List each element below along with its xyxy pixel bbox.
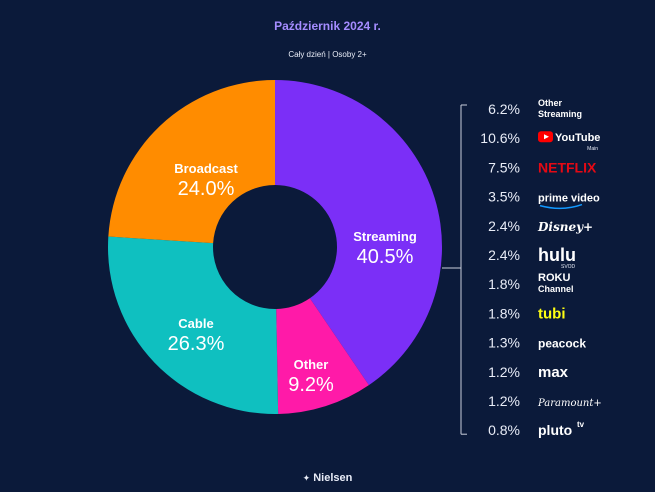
logo-tubi: tubi [538,305,566,322]
breakdown-value-max: 1.2% [488,364,520,380]
slice-value-streaming: 40.5% [357,246,414,268]
slice-label-other: Other [294,357,329,372]
logo-other-streaming-line2: Streaming [538,109,582,119]
footer-brand: ✦ Nielsen [0,472,655,484]
breakdown-value-youtube-main: 10.6% [480,130,520,146]
logo-hulu-sub: SVOD [561,264,576,270]
chart-title: Październik 2024 r. [274,19,381,33]
logo-paramount: Paramount+ [537,398,602,409]
breakdown-value-other-streaming: 6.2% [488,101,520,117]
chart-subtitle: Cały dzień | Osoby 2+ [288,50,367,59]
logo-roku-channel-line1: ROKU [538,272,570,284]
logo-netflix: NETFLIX [538,159,597,175]
slice-value-cable: 26.3% [168,333,225,355]
slice-label-broadcast: Broadcast [174,161,238,176]
slice-broadcast [108,80,276,244]
breakdown-value-paramount: 1.2% [488,393,520,409]
footer-brand-label: Nielsen [313,472,353,484]
logo-pluto: pluto [538,422,572,438]
youtube-play-icon [544,134,549,140]
logo-other-streaming-line1: Other [538,98,563,108]
prime-smile-icon [539,203,583,210]
breakdown-value-hulu-svod: 2.4% [488,247,520,263]
breakdown-value-prime-video: 3.5% [488,189,520,205]
logo-youtube-sub: Main [587,146,598,152]
slice-label-streaming: Streaming [353,229,417,244]
logo-max: max [538,364,569,381]
slice-value-broadcast: 24.0% [178,178,235,200]
slice-other [276,298,369,414]
breakdown-value-disney: 2.4% [488,218,520,234]
logo-peacock: peacock [538,337,586,351]
breakdown-value-pluto-tv: 0.8% [488,422,520,438]
slice-label-cable: Cable [178,316,213,331]
breakdown-value-tubi: 1.8% [488,305,520,321]
logo-pluto-sup: tv [577,420,585,429]
logo-roku-channel-line2: Channel [538,284,574,294]
slice-value-other: 9.2% [288,374,334,396]
logo-prime-video: prime video [538,193,600,205]
logo-hulu: hulu [538,245,576,265]
breakdown-value-peacock: 1.3% [488,335,520,351]
slice-streaming [275,80,443,386]
logo-youtube: YouTube [555,132,600,144]
logo-disney: Disney+ [537,220,593,234]
breakdown-value-roku-channel: 1.8% [488,276,520,292]
nielsen-logo-icon: ✦ [302,473,311,483]
slice-cable [108,236,279,414]
breakdown-value-netflix: 7.5% [488,159,520,175]
